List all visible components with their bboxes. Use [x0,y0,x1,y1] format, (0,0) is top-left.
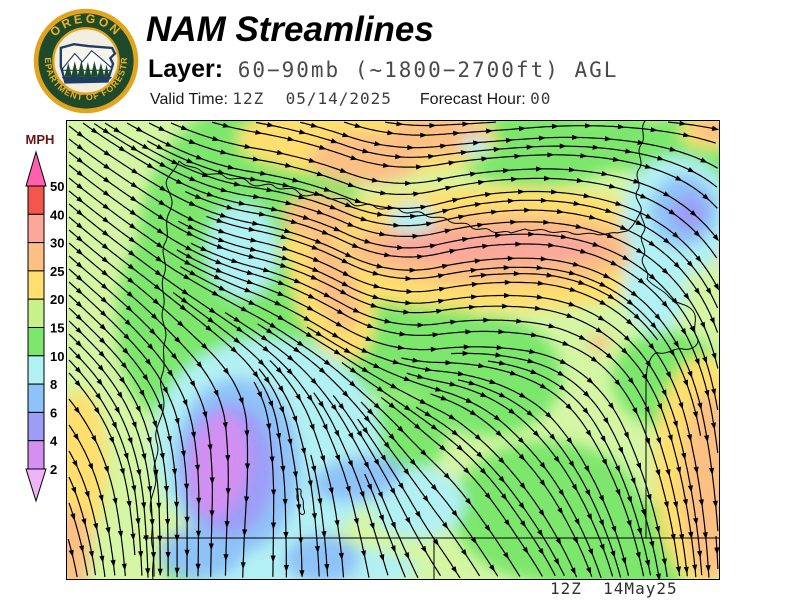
wind-speed-legend: MPH 50 40 30 25 20 15 10 8 6 4 2 [25,132,64,503]
map-timestamp: 12Z 14May25 [550,579,678,598]
layer-line: Layer: 60−90mb (~1800−2700ft) AGL [148,55,618,84]
valid-time-line: Valid Time: 12Z 05/14/2025 Forecast Hour:… [150,89,551,109]
legend-tick: 40 [50,207,64,222]
columbia-river-border [178,160,642,236]
legend-color-bar: 50 40 30 25 20 15 10 8 6 4 2 [25,150,64,503]
streamline-map [66,120,720,580]
legend-tick: 4 [50,434,58,449]
legend-tick: 30 [50,236,64,251]
valid-time-value: 12Z 05/14/2025 [232,89,392,108]
forecast-hour-label: Forecast Hour: [419,91,531,108]
legend-tick: 10 [50,349,64,364]
layer-value-text: 60−90mb (~1800−2700ft) AGL [237,58,619,82]
mph-label: MPH [26,132,55,147]
state-borders-and-rivers [143,121,719,579]
valid-time-label: Valid Time: [150,91,233,108]
page-title: NAM Streamlines [146,10,434,49]
legend-tick: 20 [50,292,64,307]
upper-klamath-lake [295,488,305,515]
snake-river-border [635,121,699,538]
legend-tick: 15 [50,321,64,336]
streamline-arrowheads [68,121,719,579]
legend-tick: 2 [50,462,57,477]
legend-tick: 50 [50,179,64,194]
forecast-hour-value: 00 [530,89,552,108]
odf-logo: OREGON DEPARTMENT OF FORESTRY [30,5,139,114]
logo-oregon-scene [59,43,117,84]
legend-tick: 8 [50,377,57,392]
coastline [149,160,180,579]
legend-tick: 6 [50,405,57,420]
layer-label: Layer: [148,55,224,83]
layer-value [223,58,238,82]
streamline-map-canvas [67,121,719,579]
legend-tick: 25 [50,264,64,279]
